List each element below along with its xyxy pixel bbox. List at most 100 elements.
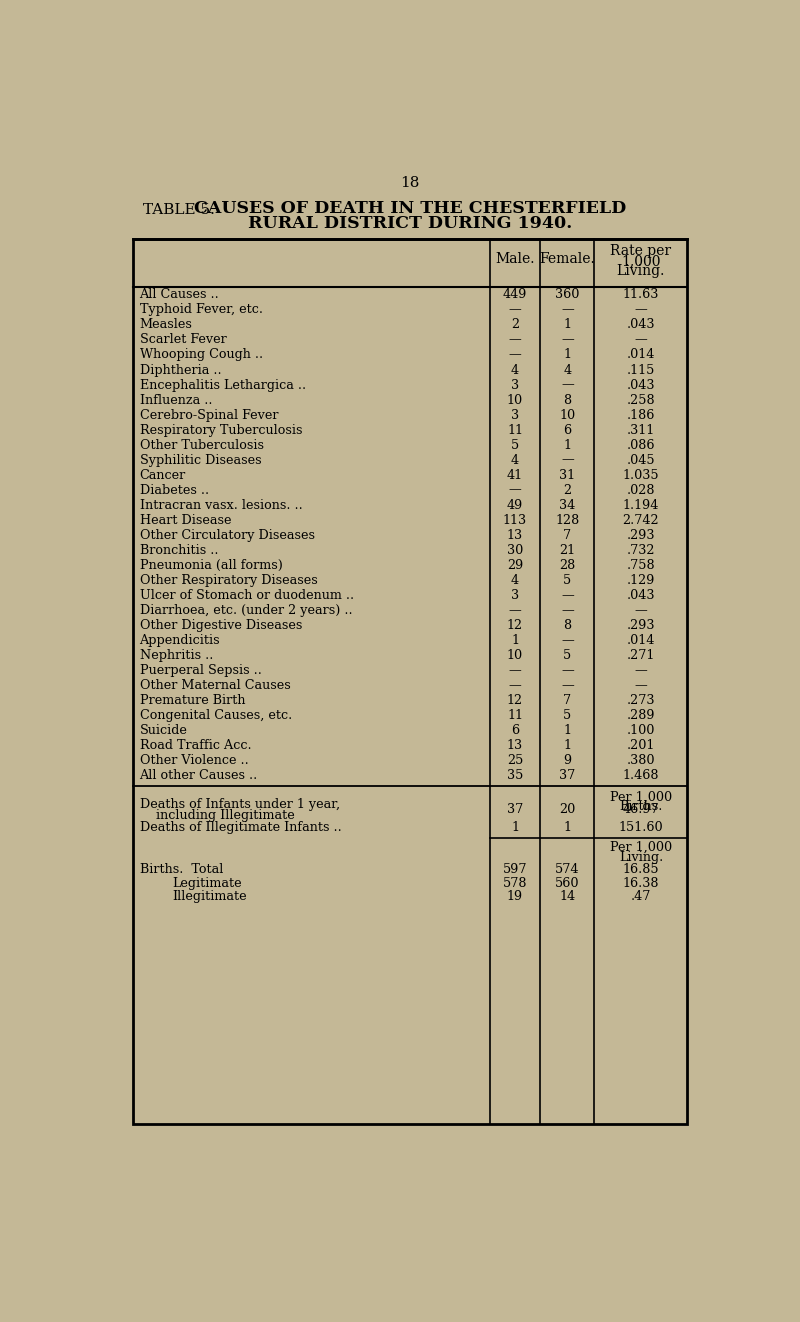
Text: 13: 13 xyxy=(507,739,523,752)
Text: 49: 49 xyxy=(507,498,523,512)
Text: 1: 1 xyxy=(563,724,571,736)
Text: .129: .129 xyxy=(626,574,655,587)
Text: .014: .014 xyxy=(626,633,655,646)
Text: TABLE 5.: TABLE 5. xyxy=(142,202,214,217)
Text: .289: .289 xyxy=(626,709,655,722)
Text: Other Maternal Causes: Other Maternal Causes xyxy=(139,678,290,691)
Text: —: — xyxy=(561,633,574,646)
Text: —: — xyxy=(561,604,574,617)
Text: 10: 10 xyxy=(559,408,575,422)
Text: Other Respiratory Diseases: Other Respiratory Diseases xyxy=(139,574,318,587)
Text: including Illegitimate: including Illegitimate xyxy=(139,809,294,822)
Text: 30: 30 xyxy=(507,543,523,557)
Text: 20: 20 xyxy=(559,804,575,817)
Text: 2.742: 2.742 xyxy=(622,514,659,526)
Text: 151.60: 151.60 xyxy=(618,821,663,834)
Text: Whooping Cough ..: Whooping Cough .. xyxy=(139,349,262,361)
Text: —: — xyxy=(561,304,574,316)
Text: Rate per: Rate per xyxy=(610,245,671,258)
Text: —: — xyxy=(634,604,647,617)
Text: 128: 128 xyxy=(555,514,579,526)
Text: —: — xyxy=(561,453,574,467)
Text: 16.38: 16.38 xyxy=(622,876,659,890)
Text: —: — xyxy=(561,664,574,677)
Text: Births.  Total: Births. Total xyxy=(139,863,223,875)
Text: .100: .100 xyxy=(626,724,655,736)
Text: 41: 41 xyxy=(507,468,523,481)
Text: Respiratory Tuberculosis: Respiratory Tuberculosis xyxy=(139,423,302,436)
Text: 5: 5 xyxy=(563,709,571,722)
Text: 1: 1 xyxy=(563,349,571,361)
Text: —: — xyxy=(509,664,522,677)
Text: 16.85: 16.85 xyxy=(622,863,659,875)
Text: 10: 10 xyxy=(507,649,523,662)
Text: Other Tuberculosis: Other Tuberculosis xyxy=(139,439,263,452)
Text: Pneumonia (all forms): Pneumonia (all forms) xyxy=(139,559,282,571)
Text: 11.63: 11.63 xyxy=(622,288,659,301)
Text: 34: 34 xyxy=(559,498,575,512)
Text: Scarlet Fever: Scarlet Fever xyxy=(139,333,226,346)
Text: 7: 7 xyxy=(563,529,571,542)
Text: Cancer: Cancer xyxy=(139,468,186,481)
Text: Ulcer of Stomach or duodenum ..: Ulcer of Stomach or duodenum .. xyxy=(139,588,354,602)
Text: 21: 21 xyxy=(559,543,575,557)
Text: 7: 7 xyxy=(563,694,571,707)
Text: 13: 13 xyxy=(507,529,523,542)
Text: .271: .271 xyxy=(626,649,655,662)
Text: 4: 4 xyxy=(563,364,571,377)
Text: Other Violence ..: Other Violence .. xyxy=(139,754,248,767)
Text: Road Traffic Acc.: Road Traffic Acc. xyxy=(139,739,251,752)
Text: .028: .028 xyxy=(626,484,655,497)
Text: 1: 1 xyxy=(511,821,519,834)
Text: 6: 6 xyxy=(511,724,519,736)
Text: —: — xyxy=(634,678,647,691)
Text: 4: 4 xyxy=(511,364,519,377)
Text: 5: 5 xyxy=(563,574,571,587)
Text: 8: 8 xyxy=(563,394,571,407)
Text: .086: .086 xyxy=(626,439,655,452)
Text: 1.468: 1.468 xyxy=(622,769,659,781)
Text: .258: .258 xyxy=(626,394,655,407)
Text: Heart Disease: Heart Disease xyxy=(139,514,231,526)
Text: 11: 11 xyxy=(507,423,523,436)
Text: Living.: Living. xyxy=(617,264,665,278)
Text: 6: 6 xyxy=(563,423,571,436)
Text: 37: 37 xyxy=(559,769,575,781)
Text: .043: .043 xyxy=(626,319,655,332)
Text: .115: .115 xyxy=(626,364,655,377)
Text: 3: 3 xyxy=(511,378,519,391)
Text: .293: .293 xyxy=(626,529,655,542)
Text: 19: 19 xyxy=(507,891,523,903)
Text: Cerebro-Spinal Fever: Cerebro-Spinal Fever xyxy=(139,408,278,422)
Text: Bronchitis ..: Bronchitis .. xyxy=(139,543,218,557)
Text: 25: 25 xyxy=(507,754,523,767)
Text: —: — xyxy=(509,484,522,497)
Text: Intracran vasx. lesions. ..: Intracran vasx. lesions. .. xyxy=(139,498,302,512)
Text: Diabetes ..: Diabetes .. xyxy=(139,484,209,497)
Bar xyxy=(133,239,687,1124)
Text: 3: 3 xyxy=(511,408,519,422)
Text: Per 1,000: Per 1,000 xyxy=(610,791,672,804)
Text: Births.: Births. xyxy=(619,800,662,813)
Text: .380: .380 xyxy=(626,754,655,767)
Text: Legitimate: Legitimate xyxy=(172,876,242,890)
Text: Appendicitis: Appendicitis xyxy=(139,633,220,646)
Text: RURAL DISTRICT DURING 1940.: RURAL DISTRICT DURING 1940. xyxy=(248,215,572,231)
Text: 1.194: 1.194 xyxy=(622,498,659,512)
Text: Other Circulatory Diseases: Other Circulatory Diseases xyxy=(139,529,314,542)
Text: 1: 1 xyxy=(563,739,571,752)
Text: Encephalitis Lethargica ..: Encephalitis Lethargica .. xyxy=(139,378,306,391)
Text: 8: 8 xyxy=(563,619,571,632)
Text: —: — xyxy=(509,604,522,617)
Text: —: — xyxy=(634,304,647,316)
Text: 10: 10 xyxy=(507,394,523,407)
Text: 1: 1 xyxy=(563,821,571,834)
Text: Deaths of Infants under 1 year,: Deaths of Infants under 1 year, xyxy=(139,798,340,810)
Text: All Causes ..: All Causes .. xyxy=(139,288,219,301)
Text: 12: 12 xyxy=(507,694,523,707)
Text: 1: 1 xyxy=(563,319,571,332)
Text: .186: .186 xyxy=(626,408,655,422)
Text: All other Causes ..: All other Causes .. xyxy=(139,769,258,781)
Text: Syphilitic Diseases: Syphilitic Diseases xyxy=(139,453,261,467)
Text: Illegitimate: Illegitimate xyxy=(172,891,246,903)
